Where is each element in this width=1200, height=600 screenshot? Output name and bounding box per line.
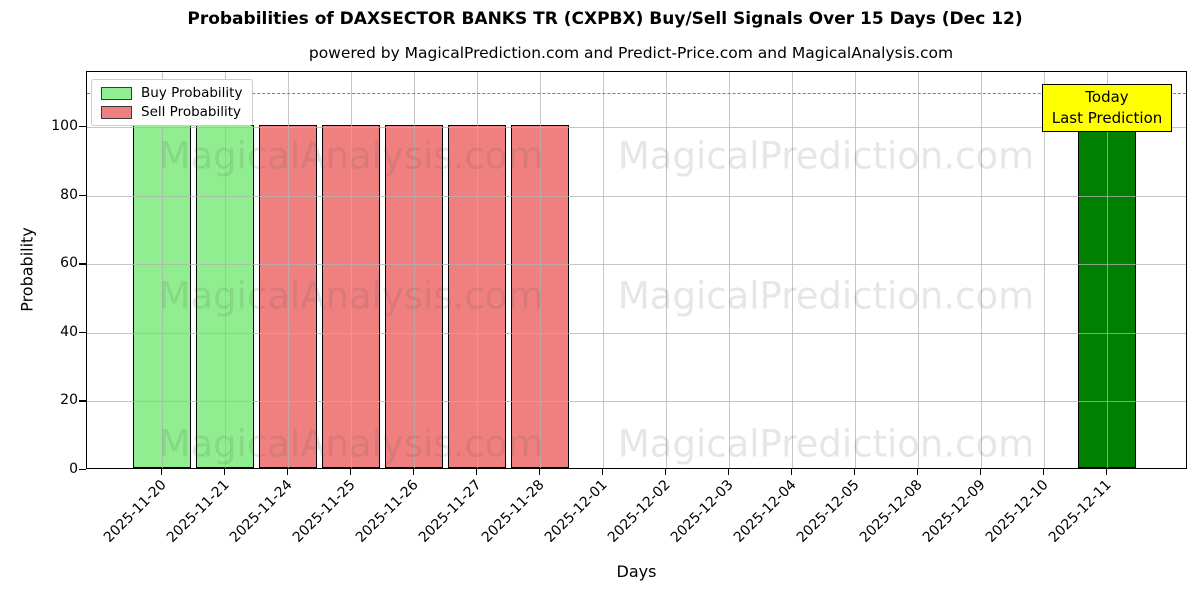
y-tick-label: 0 — [69, 461, 78, 477]
v-gridline — [666, 72, 667, 468]
today-annotation-line1: Today — [1085, 88, 1129, 106]
legend-item-sell: Sell Probability — [101, 105, 242, 119]
legend: Buy Probability Sell Probability — [91, 79, 254, 126]
watermark-left: MagicalAnalysis.com — [158, 274, 544, 318]
x-tick-label: 2025-12-05 — [793, 477, 863, 546]
v-gridline — [225, 72, 226, 468]
x-tick-mark — [287, 469, 289, 475]
today-annotation: Today Last Prediction — [1042, 84, 1172, 132]
x-tick-label: 2025-12-01 — [541, 477, 611, 546]
x-tick-label: 2025-12-02 — [604, 477, 674, 546]
y-tick-label: 40 — [60, 323, 78, 340]
y-tick-label: 20 — [60, 392, 78, 409]
y-tick-mark — [79, 400, 86, 402]
x-tick-mark — [476, 469, 478, 475]
watermark-right: MagicalPrediction.com — [617, 134, 1035, 178]
x-tick-mark — [728, 469, 730, 475]
legend-label-buy: Buy Probability — [141, 85, 243, 101]
x-tick-label: 2025-12-03 — [667, 477, 737, 546]
chart-subtitle: powered by MagicalPrediction.com and Pre… — [308, 44, 954, 62]
x-tick-mark — [1043, 469, 1045, 475]
y-tick-label: 100 — [51, 117, 78, 134]
legend-item-buy: Buy Probability — [101, 86, 242, 100]
x-tick-mark — [161, 469, 163, 475]
v-gridline — [351, 72, 352, 468]
x-tick-mark — [539, 469, 541, 475]
y-tick-mark — [79, 469, 86, 471]
h-gridline — [87, 264, 1186, 266]
x-tick-mark — [980, 469, 982, 475]
x-tick-label: 2025-12-09 — [919, 477, 989, 546]
y-axis-label: Probability — [17, 227, 37, 312]
v-gridline — [855, 72, 856, 468]
v-gridline — [603, 72, 604, 468]
watermark-right: MagicalPrediction.com — [617, 274, 1035, 318]
h-gridline — [87, 401, 1186, 403]
v-gridline — [540, 72, 541, 468]
v-gridline — [477, 72, 478, 468]
y-tick-mark — [79, 125, 86, 128]
x-tick-label: 2025-11-25 — [289, 477, 359, 546]
x-tick-label: 2025-11-26 — [352, 477, 422, 546]
v-gridline — [792, 72, 793, 468]
x-tick-mark — [665, 469, 667, 475]
x-tick-mark — [791, 469, 793, 475]
plot-area: Buy Probability Sell Probability Today L… — [86, 71, 1187, 469]
buy-swatch-icon — [101, 86, 132, 100]
today-annotation-line2: Last Prediction — [1051, 109, 1163, 127]
x-tick-mark — [602, 469, 604, 475]
watermark-right: MagicalPrediction.com — [617, 422, 1035, 466]
y-tick-mark — [79, 331, 86, 334]
v-gridline — [1107, 72, 1108, 468]
v-gridline — [162, 72, 163, 468]
y-tick-mark — [79, 194, 86, 196]
chart-title: Probabilities of DAXSECTOR BANKS TR (CXP… — [187, 9, 1023, 29]
v-gridline — [414, 72, 415, 468]
v-gridline — [729, 72, 730, 468]
x-tick-label: 2025-11-20 — [100, 477, 170, 546]
v-gridline — [918, 72, 919, 468]
x-tick-mark — [413, 469, 415, 475]
x-tick-label: 2025-12-08 — [856, 477, 926, 546]
x-tick-label: 2025-11-28 — [478, 477, 548, 546]
legend-label-sell: Sell Probability — [141, 104, 242, 120]
threshold-dashed-line — [87, 92, 1186, 94]
watermark-left: MagicalAnalysis.com — [158, 422, 544, 466]
x-tick-label: 2025-12-10 — [982, 477, 1052, 546]
sell-swatch-icon — [101, 105, 132, 119]
v-gridline — [981, 72, 982, 468]
v-gridline — [1044, 72, 1045, 468]
watermark-left: MagicalAnalysis.com — [158, 134, 544, 178]
x-tick-mark — [350, 469, 352, 475]
v-gridline — [288, 72, 289, 468]
x-tick-label: 2025-11-21 — [163, 477, 233, 546]
x-tick-label: 2025-12-04 — [730, 477, 800, 546]
y-tick-mark — [79, 263, 86, 265]
x-tick-mark — [224, 469, 226, 475]
x-tick-mark — [854, 469, 856, 475]
x-tick-label: 2025-11-27 — [415, 477, 485, 546]
y-tick-label: 60 — [60, 255, 78, 272]
x-tick-label: 2025-11-24 — [226, 477, 296, 546]
x-tick-mark — [917, 469, 919, 475]
h-gridline — [87, 195, 1186, 197]
x-axis-label: Days — [616, 562, 657, 581]
x-tick-label: 2025-12-11 — [1045, 477, 1115, 546]
h-gridline — [87, 126, 1186, 128]
x-tick-mark — [1106, 469, 1108, 475]
h-gridline — [87, 332, 1186, 334]
y-tick-label: 80 — [60, 186, 78, 203]
